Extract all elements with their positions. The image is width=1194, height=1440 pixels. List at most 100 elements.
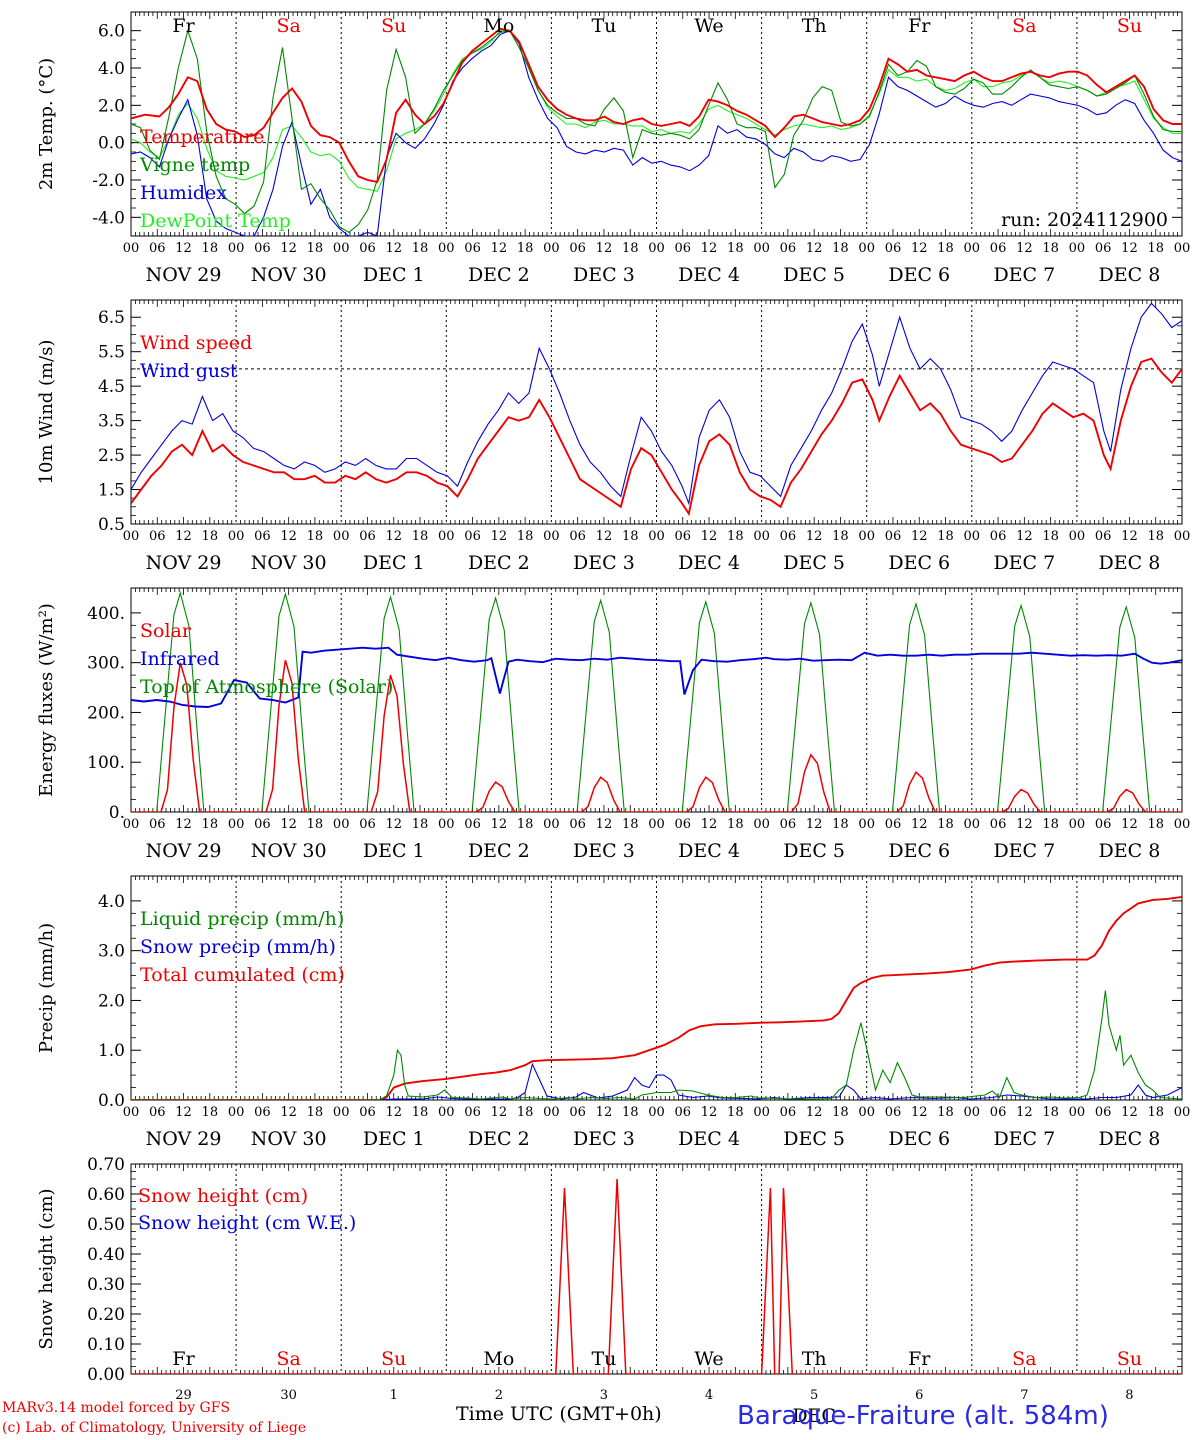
panel-1-hour-label: 06 <box>1095 241 1112 256</box>
panel-1-hour-label: 12 <box>1016 241 1033 256</box>
series-line-wind-speed <box>131 357 1182 517</box>
panel-3-hour-label: 06 <box>359 817 376 832</box>
panel-1-hour-label: 12 <box>385 241 402 256</box>
panel-4-hour-label: 00 <box>228 1105 245 1120</box>
panel-3-hour-label: 18 <box>727 817 744 832</box>
panel-4-hour-label: 00 <box>1069 1105 1086 1120</box>
panel-1-y-tick-label: 0.0 <box>98 134 125 154</box>
panel-2-hour-label: 18 <box>412 529 429 544</box>
panel-4-hour-label: 00 <box>123 1105 140 1120</box>
panel-4-date-label: DEC 5 <box>783 1128 845 1150</box>
panel-2-hour-label: 18 <box>832 529 849 544</box>
series-line-total-cumulated-cm- <box>131 895 1182 1100</box>
panel-4-hour-label: 06 <box>254 1105 271 1120</box>
panel-4-date-label: NOV 29 <box>146 1128 222 1150</box>
panel-4-hour-label: 12 <box>385 1105 402 1120</box>
panel-1-hour-label: 06 <box>780 241 797 256</box>
weekday-label-top: Sa <box>1012 15 1036 37</box>
weekday-label-bottom: Sa <box>276 1348 300 1370</box>
panel-2-hour-label: 12 <box>491 529 508 544</box>
panel-2-hour-label: 00 <box>228 529 245 544</box>
panel-3-hour-label: 18 <box>412 817 429 832</box>
panel-2-hour-label: 18 <box>622 529 639 544</box>
panel-2-hour-label: 00 <box>858 529 875 544</box>
panel-2-y-tick-label: 3.5 <box>98 412 125 432</box>
panel-3-date-label: DEC 7 <box>993 840 1055 862</box>
panel-2-hour-label: 12 <box>175 529 192 544</box>
panel-3-hour-label: 00 <box>333 817 350 832</box>
panel-1-hour-label: 00 <box>753 241 770 256</box>
panel-3-hour-label: 00 <box>858 817 875 832</box>
panel-3-hour-label: 12 <box>175 817 192 832</box>
legend-liquid-precip-mm-h-: Liquid precip (mm/h) <box>140 908 344 930</box>
panel-3-date-label: DEC 3 <box>573 840 635 862</box>
series-line-wind-gust <box>131 302 1182 506</box>
weekday-label-top: We <box>694 15 723 37</box>
legend-snow-height-cm-: Snow height (cm) <box>138 1185 308 1207</box>
panel-3-date-label: DEC 1 <box>363 840 425 862</box>
panel-4-hour-label: 18 <box>412 1105 429 1120</box>
legend-solar: Solar <box>140 620 192 642</box>
weekday-label-bottom: We <box>694 1348 723 1370</box>
panel-4-y-tick-label: 3.0 <box>98 942 125 962</box>
weekday-label-top: Mo <box>483 15 514 37</box>
panel-2-hour-label: 06 <box>569 529 586 544</box>
panel-1-hour-label: 00 <box>858 241 875 256</box>
panel-3-hour-label: 18 <box>937 817 954 832</box>
panel-1-hour-label: 12 <box>280 241 297 256</box>
panel-3-hour-label: 12 <box>280 817 297 832</box>
panel-3-date-label: DEC 8 <box>1099 840 1161 862</box>
series-line-temperature <box>131 27 1182 183</box>
panel-4-hour-label: 18 <box>727 1105 744 1120</box>
panel-4-hour-label: 06 <box>675 1105 692 1120</box>
panel-2-hour-label: 06 <box>254 529 271 544</box>
panel-4-y-tick-label: 0.0 <box>98 1091 125 1111</box>
panel-4-hour-label: 06 <box>149 1105 166 1120</box>
credit-line-2: (c) Lab. of Climatology, University of L… <box>2 1420 307 1436</box>
panel-1-hour-label: 00 <box>228 241 245 256</box>
panel-3-y-tick-label: 0. <box>109 803 125 823</box>
panel-3-hour-label: 12 <box>701 817 718 832</box>
panel-2-date-label: DEC 8 <box>1099 552 1161 574</box>
panel-1-y-tick-label: 6.0 <box>98 22 125 42</box>
panel-3-date-label: DEC 2 <box>468 840 530 862</box>
weekday-label-bottom: Mo <box>483 1348 514 1370</box>
panel-3-hour-label-final: 00 <box>1174 817 1191 832</box>
panel-3-date-label: NOV 29 <box>146 840 222 862</box>
panel-1-hour-label: 12 <box>806 241 823 256</box>
panel-2-y-tick-label: 4.5 <box>98 377 125 397</box>
weekday-label-bottom: Tu <box>591 1348 616 1370</box>
panel-1-hour-label-final: 00 <box>1174 241 1191 256</box>
panel-3-hour-label: 00 <box>964 817 981 832</box>
panel-3-hour-label: 12 <box>491 817 508 832</box>
panel-4-date-label: DEC 4 <box>678 1128 740 1150</box>
panel-5-y-axis-label: Snow height (cm) <box>36 1188 57 1349</box>
panel-2-hour-label: 00 <box>543 529 560 544</box>
panel-1-hour-label: 18 <box>937 241 954 256</box>
weekday-label-bottom: Th <box>802 1348 827 1370</box>
panel-2-date-label: DEC 6 <box>888 552 950 574</box>
panel-3-hour-label: 06 <box>464 817 481 832</box>
panel-1-date-label: NOV 30 <box>251 264 327 286</box>
panel-2-date-label: DEC 2 <box>468 552 530 574</box>
panel-4-hour-label: 18 <box>937 1105 954 1120</box>
legend-vigne-temp: Vigne temp <box>139 154 250 176</box>
panel-2-hour-label: 18 <box>1042 529 1059 544</box>
series-line-solar <box>131 659 1182 812</box>
panel-2-date-label: DEC 5 <box>783 552 845 574</box>
panel-3-hour-label: 12 <box>806 817 823 832</box>
weekday-label-bottom: Sa <box>1012 1348 1036 1370</box>
panel-2-date-label: DEC 4 <box>678 552 740 574</box>
panel-1-hour-label: 12 <box>701 241 718 256</box>
panel-1-date-label: DEC 5 <box>783 264 845 286</box>
panel-1-hour-label: 06 <box>569 241 586 256</box>
panel-2-y-tick-label: 0.5 <box>98 515 125 535</box>
panel-2-date-label: NOV 29 <box>146 552 222 574</box>
weekday-label-bottom: Su <box>381 1348 406 1370</box>
panel-1-hour-label: 00 <box>1069 241 1086 256</box>
panel-2-hour-label: 00 <box>964 529 981 544</box>
panel-3-hour-label: 00 <box>123 817 140 832</box>
panel-2-hour-label: 00 <box>438 529 455 544</box>
panel-4-hour-label: 12 <box>911 1105 928 1120</box>
